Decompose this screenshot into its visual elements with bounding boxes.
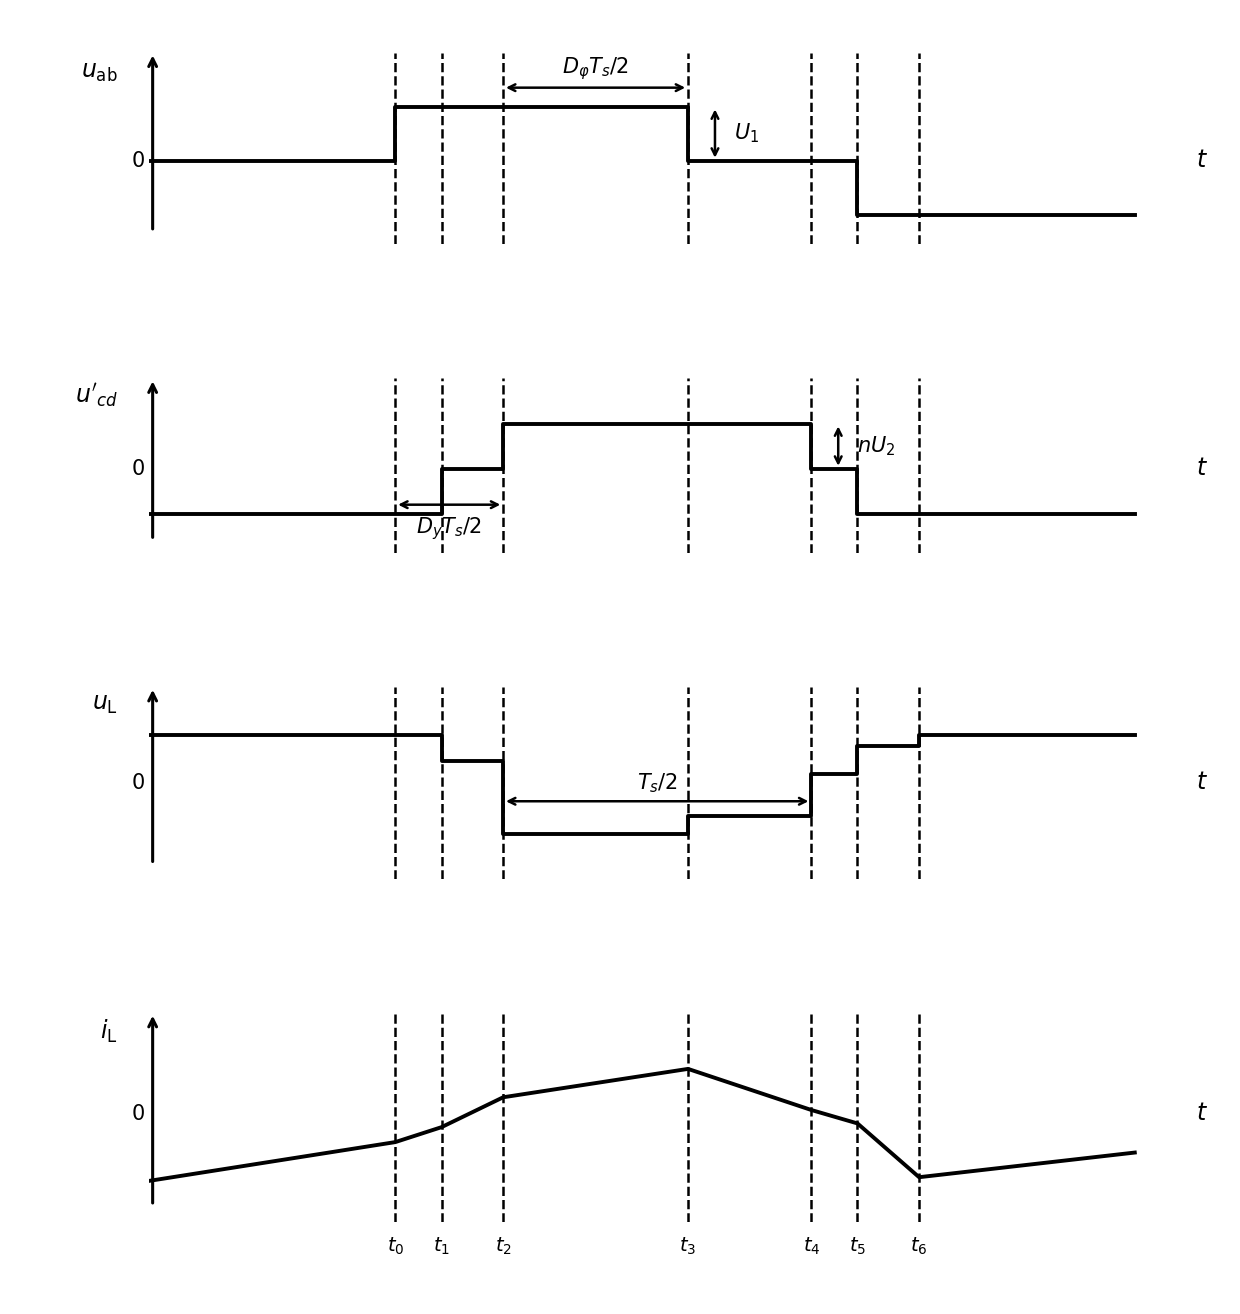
Text: $t_4$: $t_4$ (802, 1235, 820, 1256)
Text: $t$: $t$ (1197, 1102, 1209, 1125)
Text: $t$: $t$ (1197, 457, 1209, 480)
Text: $nU_2$: $nU_2$ (858, 435, 895, 457)
Text: $u'_{cd}$: $u'_{cd}$ (74, 381, 118, 409)
Text: $t$: $t$ (1197, 771, 1209, 795)
Text: $t_3$: $t_3$ (680, 1235, 697, 1256)
Text: $t_1$: $t_1$ (433, 1235, 450, 1256)
Text: $u_{\mathrm{L}}$: $u_{\mathrm{L}}$ (92, 692, 118, 716)
Text: $D_yT_s/2$: $D_yT_s/2$ (417, 515, 482, 543)
Text: $0$: $0$ (131, 773, 145, 792)
Text: $t_5$: $t_5$ (849, 1235, 866, 1256)
Text: $t_0$: $t_0$ (387, 1235, 404, 1256)
Text: $t_2$: $t_2$ (495, 1235, 512, 1256)
Text: $i_{\mathrm{L}}$: $i_{\mathrm{L}}$ (100, 1017, 118, 1045)
Text: $t_6$: $t_6$ (910, 1235, 928, 1256)
Text: $t$: $t$ (1197, 148, 1209, 172)
Text: $0$: $0$ (131, 151, 145, 171)
Text: $T_s/2$: $T_s/2$ (637, 771, 677, 795)
Text: $0$: $0$ (131, 459, 145, 478)
Text: $0$: $0$ (131, 1104, 145, 1123)
Text: $U_1$: $U_1$ (734, 122, 759, 146)
Text: $u_{\mathrm{ab}}$: $u_{\mathrm{ab}}$ (82, 60, 118, 84)
Text: $D_{\varphi}T_s/2$: $D_{\varphi}T_s/2$ (562, 55, 629, 83)
